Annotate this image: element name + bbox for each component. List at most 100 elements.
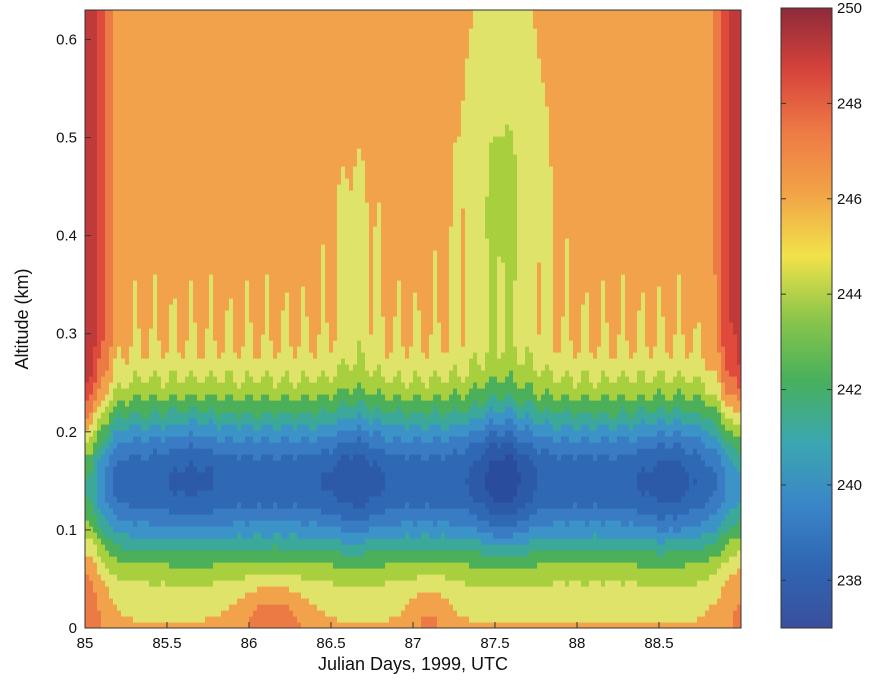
contour-cell	[89, 172, 94, 179]
contour-cell	[121, 286, 126, 293]
contour-cell	[133, 322, 138, 329]
contour-cell	[273, 250, 278, 257]
contour-cell	[153, 304, 158, 311]
contour-cell	[277, 562, 282, 569]
contour-cell	[225, 376, 230, 383]
contour-cell	[261, 220, 266, 227]
contour-cell	[225, 16, 230, 23]
contour-cell	[153, 442, 158, 449]
contour-cell	[133, 616, 138, 623]
contour-cell	[201, 298, 206, 305]
contour-cell	[121, 370, 126, 377]
contour-cell	[253, 412, 258, 419]
contour-cell	[149, 334, 154, 341]
contour-cell	[221, 58, 226, 65]
contour-cell	[105, 418, 110, 425]
contour-cell	[213, 166, 218, 173]
contour-cell	[225, 364, 230, 371]
contour-cell	[165, 358, 170, 365]
contour-cell	[165, 292, 170, 299]
contour-cell	[273, 118, 278, 125]
contour-cell	[201, 286, 206, 293]
contour-cell	[149, 382, 154, 389]
contour-cell	[217, 442, 222, 449]
contour-cell	[265, 166, 270, 173]
contour-cell	[201, 322, 206, 329]
contour-cell	[273, 592, 278, 599]
contour-cell	[201, 454, 206, 461]
contour-cell	[181, 40, 186, 47]
contour-cell	[169, 466, 174, 473]
contour-cell	[97, 280, 102, 287]
contour-cell	[257, 202, 262, 209]
contour-cell	[229, 202, 234, 209]
contour-cell	[141, 130, 146, 137]
contour-cell	[125, 460, 130, 467]
contour-cell	[245, 40, 250, 47]
contour-cell	[125, 10, 130, 17]
contour-cell	[189, 160, 194, 167]
contour-cell	[125, 124, 130, 131]
contour-cell	[121, 10, 126, 17]
contour-cell	[173, 184, 178, 191]
contour-cell	[157, 64, 162, 71]
contour-cell	[165, 214, 170, 221]
contour-cell	[257, 412, 262, 419]
contour-cell	[233, 208, 238, 215]
contour-cell	[169, 610, 174, 617]
contour-cell	[169, 376, 174, 383]
contour-cell	[201, 124, 206, 131]
contour-cell	[105, 502, 110, 509]
contour-cell	[125, 280, 130, 287]
contour-cell	[217, 508, 222, 515]
contour-cell	[173, 412, 178, 419]
contour-cell	[229, 448, 234, 455]
contour-cell	[229, 160, 234, 167]
contour-cell	[213, 616, 218, 623]
contour-cell	[245, 130, 250, 137]
contour-cell	[225, 616, 230, 623]
contour-cell	[237, 466, 242, 473]
contour-cell	[201, 190, 206, 197]
contour-cell	[169, 280, 174, 287]
contour-cell	[201, 88, 206, 95]
contour-cell	[169, 424, 174, 431]
contour-cell	[277, 538, 282, 545]
contour-cell	[241, 70, 246, 77]
contour-cell	[253, 496, 258, 503]
contour-cell	[141, 550, 146, 557]
contour-cell	[121, 238, 126, 245]
contour-cell	[229, 586, 234, 593]
contour-cell	[89, 424, 94, 431]
contour-cell	[209, 172, 214, 179]
contour-cell	[229, 472, 234, 479]
contour-cell	[89, 592, 94, 599]
contour-cell	[221, 364, 226, 371]
contour-cell	[209, 94, 214, 101]
contour-cell	[137, 16, 142, 23]
contour-cell	[141, 538, 146, 545]
contour-cell	[89, 10, 94, 17]
contour-cell	[109, 346, 114, 353]
contour-cell	[273, 610, 278, 617]
contour-cell	[165, 100, 170, 107]
contour-cell	[185, 214, 190, 221]
contour-cell	[117, 424, 122, 431]
contour-cell	[165, 322, 170, 329]
contour-cell	[269, 412, 274, 419]
contour-cell	[249, 202, 254, 209]
contour-cell	[141, 292, 146, 299]
contour-cell	[225, 526, 230, 533]
contour-cell	[257, 94, 262, 101]
contour-cell	[229, 340, 234, 347]
contour-cell	[109, 460, 114, 467]
contour-cell	[157, 490, 162, 497]
contour-cell	[97, 274, 102, 281]
contour-cell	[165, 376, 170, 383]
contour-cell	[89, 616, 94, 623]
contour-cell	[245, 244, 250, 251]
contour-cell	[153, 592, 158, 599]
contour-cell	[261, 292, 266, 299]
contour-cell	[245, 82, 250, 89]
contour-cell	[93, 226, 98, 233]
